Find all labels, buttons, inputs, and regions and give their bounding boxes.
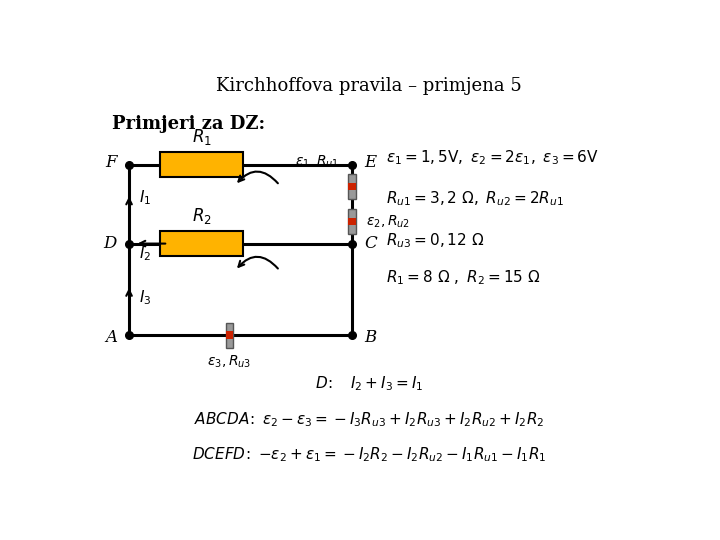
Bar [348, 209, 356, 234]
Text: $I_2$: $I_2$ [139, 245, 151, 264]
Text: Kirchhoffova pravila – primjena 5: Kirchhoffova pravila – primjena 5 [216, 77, 522, 95]
Text: Primjeri za DZ:: Primjeri za DZ: [112, 114, 266, 133]
Text: C: C [364, 235, 377, 252]
Bar [348, 218, 356, 225]
Bar [348, 183, 356, 191]
Text: $\varepsilon_2,R_{u2}$: $\varepsilon_2,R_{u2}$ [366, 213, 410, 230]
Text: $R_1$: $R_1$ [192, 127, 212, 147]
Text: $DCEFD\!:\ {-}\varepsilon_2 + \varepsilon_1 = -I_2R_2 - I_2R_{u2} - I_1R_{u1} - : $DCEFD\!:\ {-}\varepsilon_2 + \varepsilo… [192, 446, 546, 464]
Text: $R_{u1} = 3,2\ \Omega,\ R_{u2} = 2R_{u1}$: $R_{u1} = 3,2\ \Omega,\ R_{u2} = 2R_{u1}… [386, 190, 564, 208]
Bar [160, 152, 243, 177]
Text: D: D [104, 235, 117, 252]
Text: F: F [105, 154, 117, 171]
Text: $I_1$: $I_1$ [139, 188, 151, 207]
Text: $\varepsilon_3,R_{u3}$: $\varepsilon_3,R_{u3}$ [207, 354, 252, 370]
Text: A: A [105, 329, 117, 346]
Text: $R_{u3} = 0,12\ \Omega$: $R_{u3} = 0,12\ \Omega$ [386, 231, 484, 250]
Text: $D\!:\quad I_2 + I_3 = I_1$: $D\!:\quad I_2 + I_3 = I_1$ [315, 375, 423, 393]
Text: $R_1 = 8\ \Omega\ ,\ R_2 = 15\ \Omega$: $R_1 = 8\ \Omega\ ,\ R_2 = 15\ \Omega$ [386, 268, 541, 287]
Text: $R_2$: $R_2$ [192, 206, 212, 226]
Text: $\varepsilon_1,R_{u1}$: $\varepsilon_1,R_{u1}$ [294, 154, 339, 170]
Text: $I_3$: $I_3$ [139, 288, 151, 307]
Text: B: B [364, 329, 377, 346]
Text: $\varepsilon_1 = 1,5\mathrm{V},\ \varepsilon_2 = 2\varepsilon_1,\ \varepsilon_3 : $\varepsilon_1 = 1,5\mathrm{V},\ \vareps… [386, 148, 599, 167]
Text: $ABCDA\!:\ \varepsilon_2 - \varepsilon_3 = -I_3R_{u3} + I_2R_{u3} + I_2R_{u2} + : $ABCDA\!:\ \varepsilon_2 - \varepsilon_3… [194, 410, 544, 429]
Text: E: E [364, 154, 377, 171]
Bar [160, 231, 243, 256]
Bar [348, 174, 356, 199]
Bar [225, 322, 233, 348]
Bar [225, 332, 233, 339]
